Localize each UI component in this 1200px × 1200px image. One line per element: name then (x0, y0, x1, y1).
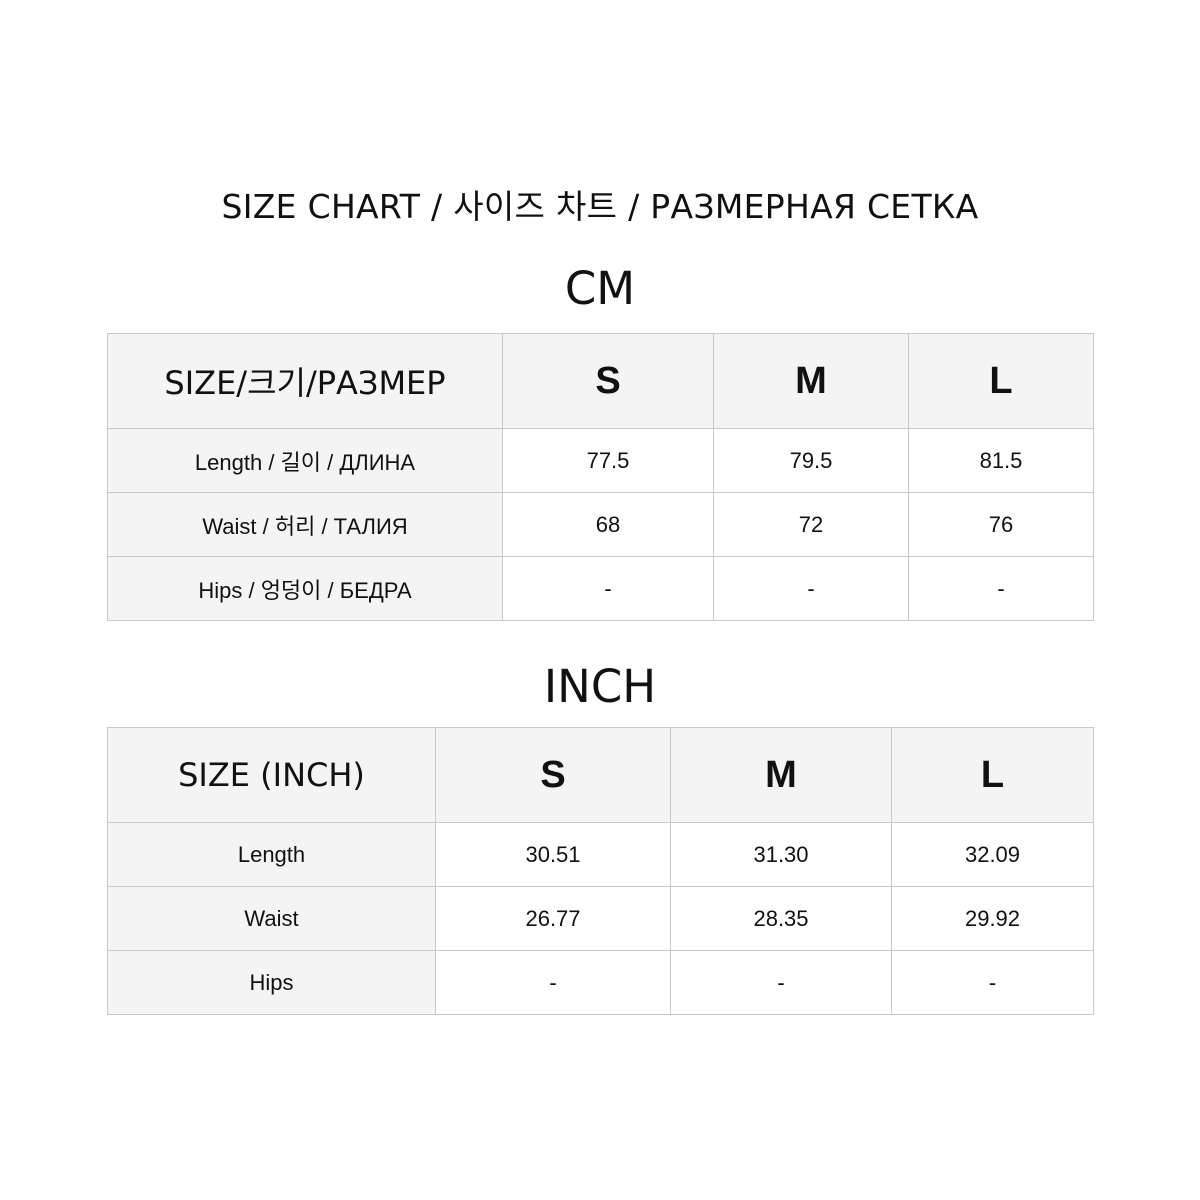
header-cell: SIZE (INCH) (107, 727, 436, 823)
inch-heading: INCH (543, 660, 657, 713)
cell: - (713, 556, 909, 621)
header-cell: S (502, 333, 714, 429)
cell: 31.30 (670, 822, 892, 887)
cell: 68 (502, 492, 714, 557)
table-header-row: SIZE (INCH) S M L (107, 727, 1094, 823)
header-cell: SIZE/크기/РАЗМЕР (107, 333, 503, 429)
row-label: Waist / 허리 / ТАЛИЯ (107, 492, 503, 557)
inch-size-table: SIZE (INCH) S M L Length 30.51 31.30 32.… (107, 727, 1094, 1015)
cell: 29.92 (891, 886, 1094, 951)
table-row: Length / 길이 / ДЛИНА 77.5 79.5 81.5 (107, 428, 1094, 493)
header-cell: L (908, 333, 1094, 429)
cell: - (908, 556, 1094, 621)
header-cell: L (891, 727, 1094, 823)
cell: 28.35 (670, 886, 892, 951)
row-label: Length (107, 822, 436, 887)
row-label: Length / 길이 / ДЛИНА (107, 428, 503, 493)
header-cell: M (713, 333, 909, 429)
table-header-row: SIZE/크기/РАЗМЕР S M L (107, 333, 1094, 429)
table-row: Waist / 허리 / ТАЛИЯ 68 72 76 (107, 492, 1094, 557)
table-row: Length 30.51 31.30 32.09 (107, 822, 1094, 887)
cell: 72 (713, 492, 909, 557)
cell: - (435, 950, 671, 1015)
cell: 77.5 (502, 428, 714, 493)
page-title: SIZE CHART / 사이즈 차트 / РАЗМЕРНАЯ СЕТКА (221, 187, 979, 226)
cell: 32.09 (891, 822, 1094, 887)
cm-heading: CM (564, 262, 636, 315)
cell: - (502, 556, 714, 621)
row-label: Hips (107, 950, 436, 1015)
cell: - (891, 950, 1094, 1015)
table-row: Waist 26.77 28.35 29.92 (107, 886, 1094, 951)
table-row: Hips - - - (107, 950, 1094, 1015)
cm-size-table: SIZE/크기/РАЗМЕР S M L Length / 길이 / ДЛИНА… (107, 333, 1094, 621)
cell: 76 (908, 492, 1094, 557)
header-cell: S (435, 727, 671, 823)
cell: 30.51 (435, 822, 671, 887)
table-row: Hips / 엉덩이 / БЕДРА - - - (107, 556, 1094, 621)
cell: 79.5 (713, 428, 909, 493)
cell: 26.77 (435, 886, 671, 951)
row-label: Waist (107, 886, 436, 951)
row-label: Hips / 엉덩이 / БЕДРА (107, 556, 503, 621)
cell: 81.5 (908, 428, 1094, 493)
cell: - (670, 950, 892, 1015)
header-cell: M (670, 727, 892, 823)
